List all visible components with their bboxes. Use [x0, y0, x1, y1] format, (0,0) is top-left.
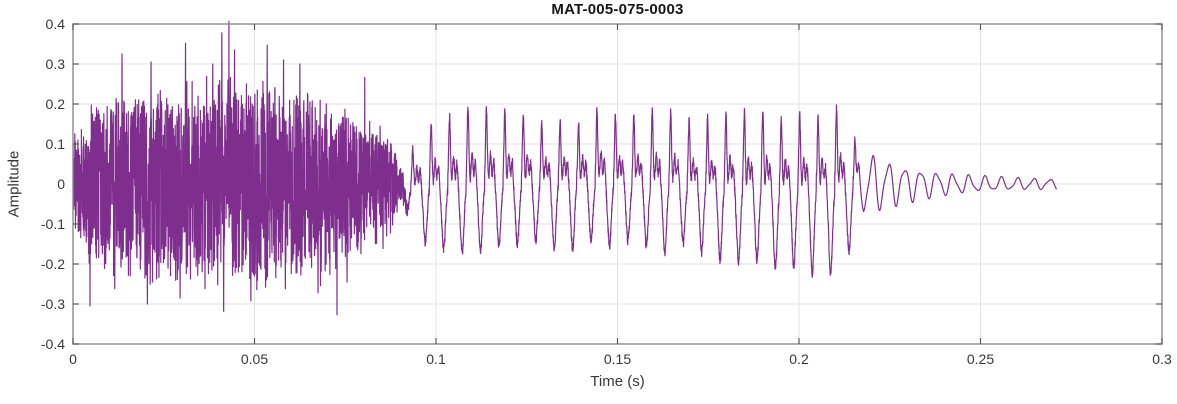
x-axis-label: Time (s) [590, 373, 645, 390]
y-tick-label: -0.3 [41, 296, 65, 312]
x-tick-label: 0.25 [967, 351, 994, 367]
y-tick-label: 0.2 [46, 96, 66, 112]
y-tick-label: 0.1 [46, 136, 66, 152]
y-tick-label: 0 [57, 176, 65, 192]
y-tick-label: -0.1 [41, 216, 65, 232]
y-tick-label: 0.4 [46, 16, 66, 32]
x-tick-label: 0.2 [789, 351, 809, 367]
y-tick-label: 0.3 [46, 56, 66, 72]
x-tick-label: 0.15 [604, 351, 631, 367]
x-tick-label: 0.05 [241, 351, 268, 367]
x-tick-label: 0 [69, 351, 77, 367]
y-tick-label: -0.2 [41, 256, 65, 272]
x-tick-label: 0.1 [426, 351, 446, 367]
y-tick-label: -0.4 [41, 336, 65, 352]
waveform-line [72, 20, 1058, 316]
x-tick-label: 0.3 [1152, 351, 1172, 367]
chart-title: MAT-005-075-0003 [551, 1, 684, 18]
